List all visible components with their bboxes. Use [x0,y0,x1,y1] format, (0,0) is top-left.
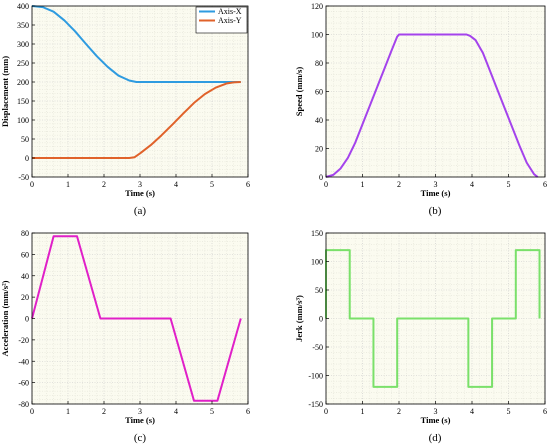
chart-4-y-tick-label: 0 [319,315,323,324]
chart-4-grid [325,232,546,405]
chart-3-y-tick-label: 80 [21,229,29,238]
chart-4-x-tick-label: 5 [507,407,511,416]
chart-2-x-tick-label: 5 [507,180,511,189]
chart-1-y-tick-label: 250 [17,59,29,68]
chart-4-y-tick-label: 150 [311,229,323,238]
chart-3-x-tick-label: 0 [30,407,34,416]
chart-3-series-1-line [31,235,242,402]
chart-1-y-tick-label: 200 [17,78,29,87]
chart-2-x-tick-label: 3 [434,180,438,189]
chart-4-x-tick-label: 0 [324,407,328,416]
chart-2-series-1-line [325,33,539,178]
chart-4-x-tick-label: 1 [361,407,365,416]
chart-1-y-axis-label: Displacement (mm) [0,56,10,127]
chart-4-y-tick-label: 100 [311,258,323,267]
chart-2-y-tick-label: 20 [315,145,323,154]
chart-1-x-axis-label: Time (s) [125,188,155,198]
chart-1-series-2-line [32,81,241,159]
chart-3-y-tick-label: -80 [18,400,29,409]
chart-4-x-tick-label: 2 [397,407,401,416]
chart-3-y-tick-label: 60 [21,250,29,259]
chart-3-y-axis-label: Acceleration (mm/s²) [0,280,10,356]
chart-2-x-tick-label: 4 [470,180,474,189]
chart-2-x-tick-label: 6 [543,180,547,189]
chart-4-y-axis-label: Jerk (mm/s³) [294,295,304,342]
chart-2-x-axis-label: Time (s) [421,188,451,198]
chart-1-y-tick-label: 100 [17,116,29,125]
chart-1-x-tick-label: 6 [246,180,250,189]
chart-2-y-tick-label: 80 [315,59,323,68]
chart-1-y-tick-label: 150 [17,97,29,106]
chart-1-series-1-line [31,5,241,83]
chart-3-x-tick-label: 3 [138,407,142,416]
chart-2-y-tick-label: 0 [319,173,323,182]
chart-1-x-tick-label: 0 [30,180,34,189]
chart-4-series-1-line [325,249,541,388]
chart-2-x-tick-label: 1 [361,180,365,189]
chart-3-x-tick-label: 6 [246,407,250,416]
chart-2-x-tick-label: 2 [397,180,401,189]
chart-4-x-tick-label: 3 [434,407,438,416]
chart-3-y-tick-label: 20 [21,293,29,302]
chart-4-panel-label: (d) [429,432,442,444]
chart-3-panel-label: (c) [134,432,147,444]
chart-3-x-tick-label: 1 [66,407,70,416]
panel-c-acceleration-chart: 0 1 2 3 4 5 6 -80 -60 -40 -20 0 20 40 60 80 Time (s) Acce… [0,229,250,444]
chart-4-y-tick-label: -100 [308,372,323,381]
chart-1-panel-label: (a) [134,205,147,217]
chart-3-x-axis-label: Time (s) [125,415,155,425]
chart-4-x-tick-label: 4 [470,407,474,416]
chart-1-y-tick-label: -50 [18,173,29,182]
chart-3-y-tick-label: -60 [18,379,29,388]
chart-3-y-tick-label: -20 [18,336,29,345]
chart-3-x-tick-label: 5 [210,407,214,416]
chart-3-grid [31,232,249,405]
chart-2-x-tick-label: 0 [324,180,328,189]
chart-1-legend-entry: Axis-Y [218,16,242,25]
chart-2-y-axis-label: Speed (mm/s) [294,67,304,117]
chart-1-x-tick-label: 2 [102,180,106,189]
chart-4-x-tick-label: 6 [543,407,547,416]
chart-4-y-tick-label: -50 [312,343,323,352]
chart-2-y-tick-label: 60 [315,88,323,97]
chart-3-y-tick-label: 40 [21,272,29,281]
chart-1-y-tick-label: 300 [17,40,29,49]
chart-3-y-tick-label: 0 [25,315,29,324]
chart-3-x-tick-label: 4 [174,407,178,416]
chart-2-y-tick-label: 100 [311,31,323,40]
chart-3-x-tick-label: 2 [102,407,106,416]
chart-1-x-tick-label: 4 [174,180,178,189]
chart-3-y-tick-label: -40 [18,357,29,366]
chart-4-y-tick-label: 50 [315,286,323,295]
chart-1-legend-entry: Axis-X [218,7,242,16]
chart-1-grid [31,5,249,178]
chart-1-x-tick-label: 1 [66,180,70,189]
chart-1-y-tick-label: 0 [25,154,29,163]
chart-1-x-tick-label: 5 [210,180,214,189]
chart-2-y-tick-label: 40 [315,116,323,125]
chart-1-y-tick-label: 350 [17,21,29,30]
chart-4-y-tick-label: -150 [308,400,323,409]
panel-d-jerk-chart: 0 1 2 3 4 5 6 -150 -100 -50 0 50 100 150 Time (s) Jerk … [294,229,547,444]
chart-2-y-tick-label: 120 [311,2,323,11]
chart-1-y-tick-label: 400 [17,2,29,11]
chart-1-y-tick-label: 50 [21,135,29,144]
chart-1-x-tick-label: 3 [138,180,142,189]
chart-4-x-axis-label: Time (s) [421,415,451,425]
chart-2-panel-label: (b) [429,205,442,217]
